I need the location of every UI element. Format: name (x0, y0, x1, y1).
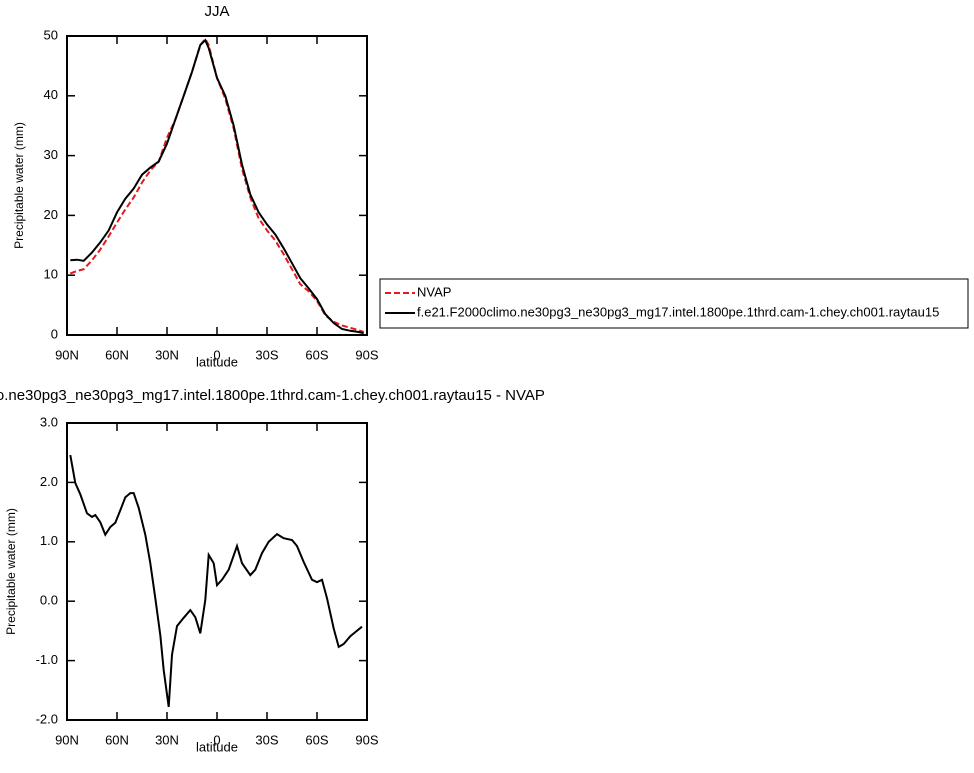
legend-box (379, 278, 969, 329)
y-axis-label: Precipitable water (mm) (12, 122, 26, 249)
x-tick-label: 30N (155, 347, 179, 362)
x-axis-label: latitude (196, 739, 238, 754)
x-tick-label: 60S (305, 347, 328, 362)
legend-label: NVAP (417, 284, 451, 299)
y-tick-label: -2.0 (36, 711, 58, 726)
chart-title: f.e21.F2000climo.ne30pg3_ne30pg3_mg17.in… (0, 387, 545, 404)
plot-frame (66, 422, 368, 721)
x-tick-label: 90S (355, 347, 378, 362)
y-tick-label: 0 (51, 326, 58, 341)
x-tick-label: 60S (305, 732, 328, 747)
y-tick-label: 50 (44, 27, 58, 42)
plot-frame (66, 35, 368, 336)
x-tick-label: 0 (213, 732, 220, 747)
data-line (69, 37, 365, 333)
y-tick-label: 40 (44, 87, 58, 102)
data-line (69, 454, 363, 708)
y-tick-label: -1.0 (36, 652, 58, 667)
x-tick-label: 30S (255, 732, 278, 747)
y-axis-label: Precipitable water (mm) (4, 508, 18, 635)
y-tick-label: 20 (44, 207, 58, 222)
y-tick-label: 3.0 (40, 414, 58, 429)
y-tick-label: 1.0 (40, 533, 58, 548)
x-tick-label: 30S (255, 347, 278, 362)
chart-title: JJA (204, 3, 229, 20)
x-tick-label: 90N (55, 732, 79, 747)
legend-label: f.e21.F2000climo.ne30pg3_ne30pg3_mg17.in… (417, 304, 939, 319)
x-axis-label: latitude (196, 354, 238, 369)
y-tick-label: 30 (44, 147, 58, 162)
y-tick-label: 2.0 (40, 474, 58, 489)
x-tick-label: 60N (105, 347, 129, 362)
data-line (70, 38, 364, 335)
x-tick-label: 90S (355, 732, 378, 747)
x-tick-label: 60N (105, 732, 129, 747)
y-tick-label: 10 (44, 267, 58, 282)
y-tick-label: 0.0 (40, 593, 58, 608)
x-tick-label: 0 (213, 347, 220, 362)
x-tick-label: 90N (55, 347, 79, 362)
x-tick-label: 30N (155, 732, 179, 747)
